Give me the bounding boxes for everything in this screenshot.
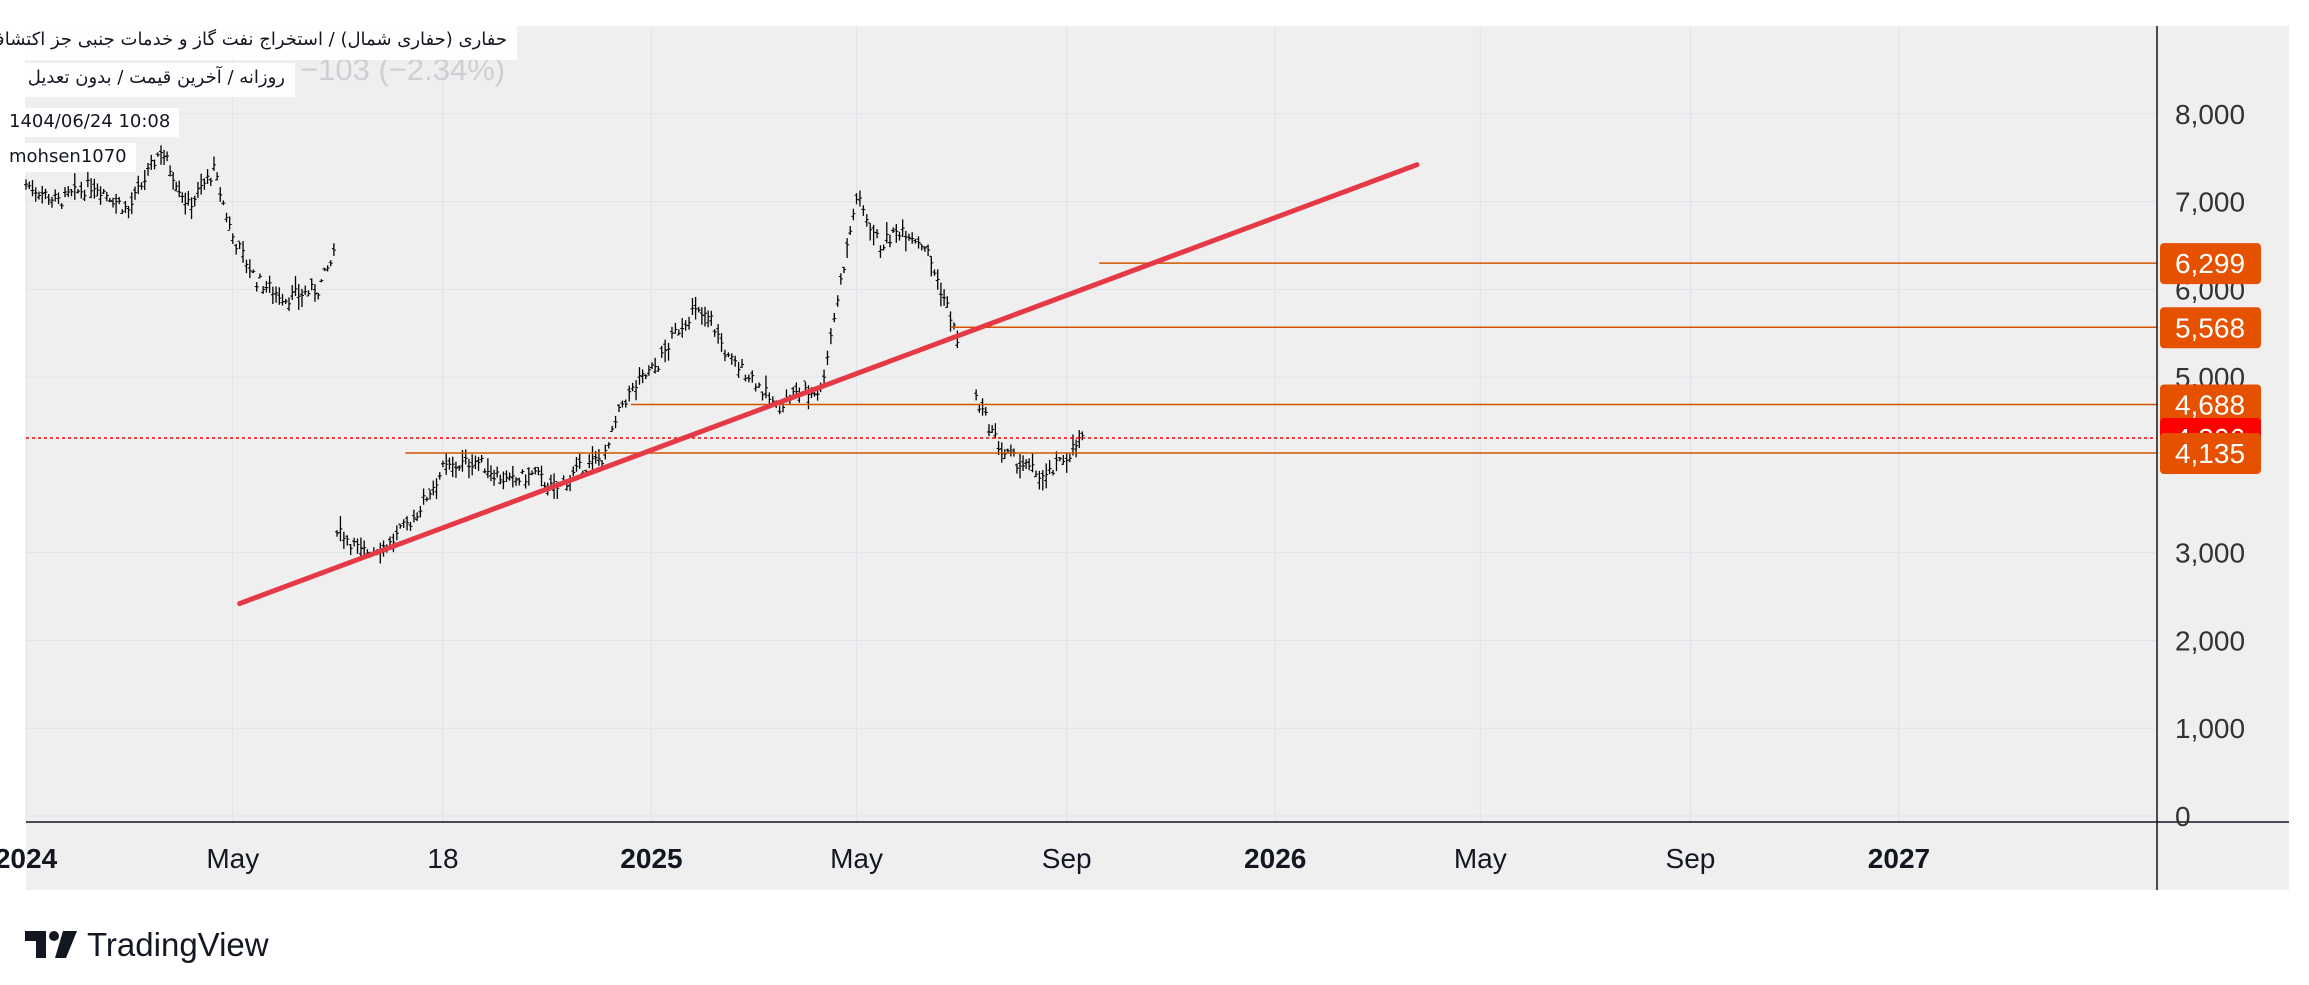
price-label-box	[2160, 384, 2261, 426]
tradingview-logo-icon	[25, 931, 77, 958]
x-tick-label: May	[830, 843, 883, 874]
price-bars	[24, 145, 1085, 564]
symbol-title: حفاری (حفاری شمال) / استخراج نفت گاز و خ…	[0, 26, 517, 60]
time-axis[interactable]: 2024 May 18 2025 May Sep 2026 May Sep 2027	[0, 843, 1930, 874]
price-label-text: 4,688	[2175, 389, 2245, 420]
price-label-box	[2160, 307, 2261, 349]
x-tick-label: 2027	[1868, 843, 1930, 874]
x-tick-label: May	[206, 843, 259, 874]
price-label-text: 6,299	[2175, 248, 2245, 279]
y-tick-label: 1,000	[2175, 713, 2245, 744]
x-tick-label: 2025	[620, 843, 682, 874]
trendline[interactable]	[237, 162, 1420, 607]
y-tick-label: 2,000	[2175, 625, 2245, 656]
grid-lines	[25, 26, 2157, 822]
price-label-box	[2160, 243, 2261, 285]
chart-subtitle: روزانه / آخرین قیمت / بدون تعدیل	[0, 63, 295, 97]
y-tick-label: 8,000	[2175, 99, 2245, 130]
x-tick-label: 2024	[0, 843, 58, 874]
price-label-text: 4,135	[2175, 438, 2245, 469]
price-label-box	[2160, 433, 2261, 475]
horizontal-levels[interactable]	[405, 262, 2157, 454]
tradingview-wordmark: TradingView	[87, 926, 269, 963]
author-name: mohsen1070	[0, 143, 136, 172]
x-tick-label: Sep	[1666, 843, 1716, 874]
x-tick-label: 18	[427, 843, 458, 874]
x-tick-label: May	[1454, 843, 1507, 874]
chart-pane-background	[26, 26, 2289, 890]
x-tick-label: 2026	[1244, 843, 1306, 874]
y-tick-label: 3,000	[2175, 538, 2245, 569]
y-tick-label: 7,000	[2175, 187, 2245, 218]
x-tick-label: Sep	[1042, 843, 1092, 874]
tradingview-logo[interactable]: TradingView	[25, 926, 269, 964]
price-label-text: 5,568	[2175, 312, 2245, 343]
chart-datetime: 1404/06/24 10:08	[0, 108, 180, 137]
y-tick-label: 0	[2175, 801, 2191, 832]
